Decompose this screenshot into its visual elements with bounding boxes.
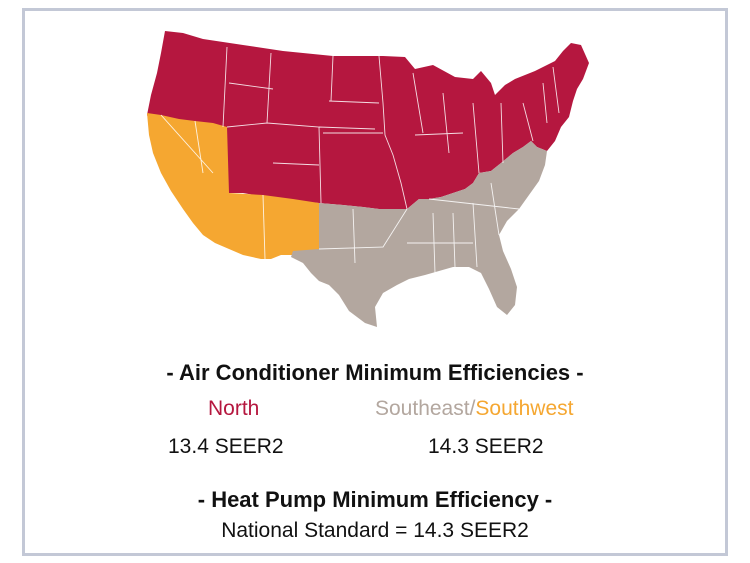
southeast-label-text: Southeast (375, 397, 470, 420)
north-label: North (208, 397, 259, 421)
label-slash: / (469, 397, 476, 420)
southeast-region (291, 141, 547, 327)
us-efficiency-region-map (147, 31, 589, 327)
heat-pump-title: - Heat Pump Minimum Efficiency - (197, 487, 553, 512)
state-borders (160, 46, 560, 274)
southwest-label-text: Southwest (475, 397, 574, 420)
heat-pump-standard: National Standard = 14.3 SEER2 (221, 519, 529, 542)
southeast-southwest-label: Southeast/Southwest (375, 397, 573, 421)
south-seer-value: 14.3 SEER2 (428, 435, 544, 458)
north-seer-value: 13.4 SEER2 (168, 435, 284, 458)
content-frame: - Air Conditioner Minimum Efficiencies -… (22, 8, 728, 556)
ac-efficiency-title: - Air Conditioner Minimum Efficiencies - (166, 360, 584, 385)
north-label-text: North (208, 397, 260, 420)
southwest-region (147, 113, 321, 259)
